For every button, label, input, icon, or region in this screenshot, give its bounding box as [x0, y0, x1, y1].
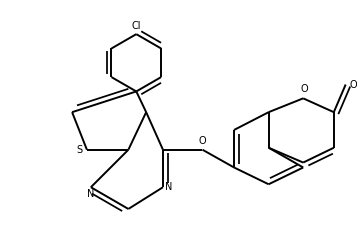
Text: N: N — [87, 189, 95, 199]
Text: S: S — [77, 145, 83, 155]
Text: O: O — [350, 80, 357, 89]
Text: Cl: Cl — [131, 21, 141, 31]
Text: N: N — [165, 182, 172, 192]
Text: O: O — [198, 136, 206, 146]
Text: O: O — [300, 84, 308, 94]
